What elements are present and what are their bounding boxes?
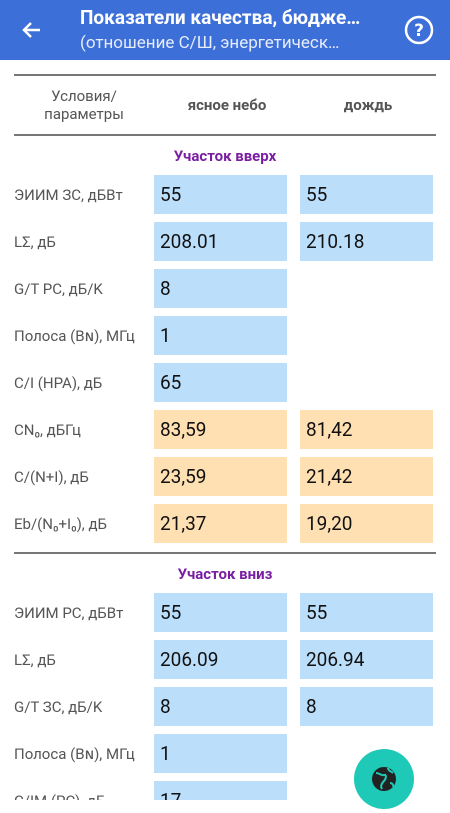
table-row: ЭИИМ ЗС, дБВт 55 55 [14,172,436,219]
row-label: C/IM (PC), дБ [14,792,154,800]
table-row: Полоса (Bɴ), МГц 1 [14,313,436,360]
value-field[interactable]: 206.09 [154,640,287,679]
table-row: G/T PC, дБ/K 8 [14,266,436,313]
value-field: 81,42 [300,410,433,449]
title: Показатели качества, бюдже… [80,6,361,29]
value-field: 23,59 [154,457,287,496]
value-field: 83,59 [154,410,287,449]
row-label: Eb/(N₀+I₀), дБ [14,515,107,533]
table-row: LΣ, дБ 206.09 206.94 [14,637,436,684]
table-row: CN₀, дБГц 83,59 81,42 [14,407,436,454]
table-row: C/I (HPA), дБ 65 [14,360,436,407]
globe-button[interactable] [354,749,414,809]
row-label: CN₀, дБГц [14,421,81,439]
table-header: Условия/ параметры ясное небо дождь [14,76,436,136]
table-row: Eb/(N₀+I₀), дБ 21,37 19,20 [14,501,436,548]
help-button[interactable]: ? [403,14,435,46]
value-field[interactable]: 8 [154,687,287,726]
value-field[interactable]: 8 [300,687,433,726]
row-label: C/(N+I), дБ [14,468,89,486]
value-field[interactable]: 55 [154,593,287,632]
value-field[interactable]: 55 [154,175,287,214]
section-title: Участок вверх [173,147,277,165]
value-field[interactable]: 55 [300,593,433,632]
column-header: Условия/ параметры [44,87,124,123]
value-field[interactable]: 65 [154,363,287,402]
back-button[interactable] [20,18,44,42]
table-row: Полоса (Bɴ), МГц 1 [14,731,436,778]
column-header: ясное небо [187,96,267,114]
value-field: 21,37 [154,504,287,543]
app-bar: Показатели качества, бюдже… (отношение С… [0,0,450,60]
svg-text:?: ? [414,21,424,41]
row-label: Полоса (Bɴ), МГц [14,327,135,345]
content: Условия/ параметры ясное небо дождь Участок… [0,60,450,800]
row-label: ЭИИМ PC, дБВт [14,604,124,622]
section-divider [14,552,436,554]
row-label: LΣ, дБ [14,651,56,669]
row-label: Полоса (Bɴ), МГц [14,745,135,763]
globe-icon [372,767,396,791]
table-row: C/IM (PC), дБ17 [14,778,436,800]
row-label: G/T ЗС, дБ/K [14,698,103,716]
table: Условия/ параметры ясное небо дождь Участок… [14,74,436,800]
value-field[interactable]: 55 [300,175,433,214]
value-field[interactable]: 8 [154,269,287,308]
row-label: LΣ, дБ [14,233,56,251]
value-field: 19,20 [300,504,433,543]
value-field[interactable]: 1 [154,734,287,773]
value-field[interactable]: 208.01 [154,222,287,261]
table-row: LΣ, дБ 208.01 210.18 [14,219,436,266]
value-field: 21,42 [300,457,433,496]
row-label: C/I (HPA), дБ [14,374,103,392]
row-label: ЭИИМ ЗС, дБВт [14,186,123,204]
value-field[interactable]: 1 [154,316,287,355]
value-field[interactable]: 17 [154,781,287,800]
value-field[interactable]: 206.94 [300,640,433,679]
column-header: дождь [343,96,393,114]
table-row: C/(N+I), дБ 23,59 21,42 [14,454,436,501]
table-row: ЭИИМ PC, дБВт 55 55 [14,590,436,637]
subtitle: (отношение С/Ш, энергетическ… [80,33,340,53]
value-field[interactable]: 210.18 [300,222,433,261]
section-title: Участок вниз [177,565,273,583]
row-label: G/T PC, дБ/K [14,280,103,298]
table-row: G/T ЗС, дБ/K 8 8 [14,684,436,731]
